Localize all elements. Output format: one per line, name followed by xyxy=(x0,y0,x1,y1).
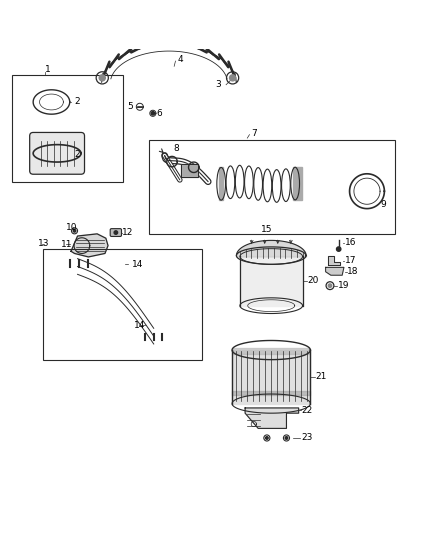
Text: 2: 2 xyxy=(74,150,80,159)
Circle shape xyxy=(73,230,76,232)
Text: 10: 10 xyxy=(66,223,77,232)
FancyBboxPatch shape xyxy=(30,133,85,174)
Text: 14: 14 xyxy=(134,321,145,330)
Text: 8: 8 xyxy=(173,144,179,154)
Text: 17: 17 xyxy=(345,256,357,265)
Polygon shape xyxy=(71,234,108,257)
Circle shape xyxy=(151,111,155,115)
Text: 23: 23 xyxy=(302,433,313,442)
Polygon shape xyxy=(325,268,344,275)
Circle shape xyxy=(328,284,332,287)
Text: 5: 5 xyxy=(127,102,133,111)
Text: 11: 11 xyxy=(61,240,73,249)
Polygon shape xyxy=(181,164,198,177)
Circle shape xyxy=(285,437,288,439)
Text: 13: 13 xyxy=(38,239,49,248)
Polygon shape xyxy=(219,167,223,200)
Text: 20: 20 xyxy=(308,276,319,285)
Circle shape xyxy=(114,231,117,235)
Polygon shape xyxy=(293,167,302,200)
Text: 3: 3 xyxy=(215,80,221,89)
Text: 7: 7 xyxy=(252,130,258,138)
Circle shape xyxy=(230,75,236,81)
Text: 16: 16 xyxy=(345,238,356,247)
Circle shape xyxy=(265,437,268,439)
Text: 22: 22 xyxy=(302,406,313,415)
Polygon shape xyxy=(245,408,299,429)
Text: 4: 4 xyxy=(178,55,183,64)
FancyBboxPatch shape xyxy=(110,229,121,237)
Text: 14: 14 xyxy=(132,260,143,269)
Text: 19: 19 xyxy=(338,281,350,290)
Bar xyxy=(12,75,123,182)
Text: 12: 12 xyxy=(122,228,133,237)
Text: 21: 21 xyxy=(316,373,327,381)
Text: 18: 18 xyxy=(347,267,359,276)
Polygon shape xyxy=(328,256,340,265)
Text: 2: 2 xyxy=(74,98,80,107)
Text: 6: 6 xyxy=(157,109,162,118)
Circle shape xyxy=(99,75,105,81)
Circle shape xyxy=(336,247,341,251)
Text: 9: 9 xyxy=(380,200,386,209)
Bar xyxy=(43,249,201,360)
Text: 1: 1 xyxy=(45,65,51,74)
Bar xyxy=(149,140,395,234)
Text: 15: 15 xyxy=(261,225,272,234)
